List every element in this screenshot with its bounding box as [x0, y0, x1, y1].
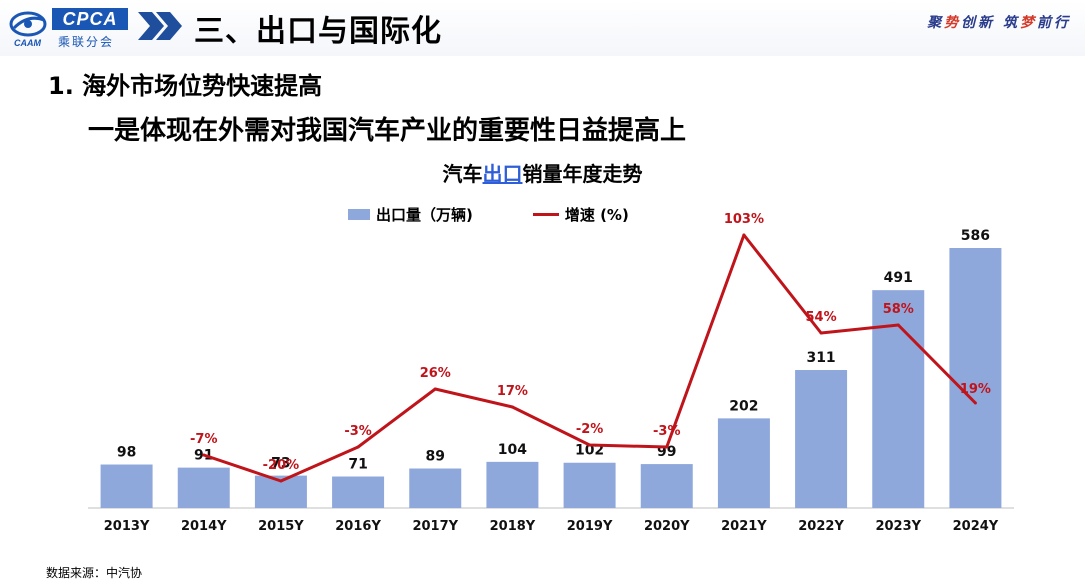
slogan-part: 聚 — [927, 15, 945, 31]
x-tick-label: 2020Y — [644, 519, 690, 534]
legend-item-growth-rate: 增速 (%) — [532, 204, 629, 225]
chart-title-highlight: 出口 — [482, 162, 523, 186]
x-tick-label: 2022Y — [798, 519, 844, 534]
bar-2013Y — [100, 464, 153, 508]
growth-point — [665, 445, 669, 449]
section-title: 三、出口与国际化 — [194, 14, 442, 49]
growth-value-label: 54% — [806, 310, 837, 325]
growth-value-label: -3% — [653, 424, 680, 439]
legend-bar-swatch — [348, 208, 370, 220]
x-tick-label: 2015Y — [258, 519, 304, 534]
legend-line-swatch — [532, 212, 559, 216]
growth-value-label: -2% — [576, 422, 603, 437]
bar-value-label: 311 — [806, 350, 835, 366]
x-tick-label: 2023Y — [875, 519, 921, 534]
x-tick-label: 2019Y — [567, 519, 613, 534]
bar-value-label: 102 — [575, 443, 604, 459]
bar-value-label: 202 — [729, 398, 758, 414]
growth-value-label: 58% — [883, 302, 914, 317]
bar-2024Y — [949, 248, 1002, 508]
growth-value-label: 103% — [724, 212, 764, 227]
bar-2016Y — [332, 476, 385, 508]
growth-point — [896, 323, 900, 327]
bar-2014Y — [177, 467, 230, 508]
growth-value-label: -3% — [344, 424, 371, 439]
bar-2021Y — [717, 418, 770, 508]
growth-value-label: 17% — [497, 384, 528, 399]
sub-heading: 1. 海外市场位势快速提高 — [48, 72, 323, 100]
slogan-part: 梦 — [1020, 15, 1037, 31]
slogan-part: 势 — [944, 15, 962, 31]
bar-value-label: 71 — [348, 456, 367, 472]
legend-label: 出口量（万辆) — [376, 205, 473, 224]
growth-point — [356, 445, 360, 449]
chart-title: 汽车出口销量年度走势 — [0, 158, 1085, 187]
x-tick-label: 2018Y — [490, 519, 536, 534]
bar-value-label: 73 — [271, 456, 290, 472]
bar-2019Y — [563, 462, 616, 508]
bar-2023Y — [872, 290, 925, 508]
legend-item-export-volume: 出口量（万辆) — [348, 204, 473, 225]
growth-value-label: -20% — [263, 458, 300, 473]
logo-subtitle: 乘联分会 — [58, 35, 115, 49]
growth-point — [973, 401, 977, 405]
x-tick-label: 2016Y — [335, 519, 381, 534]
main-heading: 一是体现在外需对我国汽车产业的重要性日益提高上 — [88, 116, 687, 146]
x-tick-label: 2017Y — [412, 519, 458, 534]
x-tick-label: 2014Y — [181, 519, 227, 534]
data-source: 数据来源：中汽协 — [46, 566, 143, 580]
header-band — [0, 0, 1085, 56]
logo-text: CPCA — [52, 8, 128, 30]
x-tick-label: 2013Y — [104, 519, 150, 534]
growth-point — [510, 405, 514, 409]
bar-2017Y — [409, 468, 462, 508]
growth-point — [279, 479, 283, 483]
bar-value-label: 98 — [117, 445, 136, 461]
growth-point — [588, 443, 592, 447]
x-tick-label: 2024Y — [953, 519, 999, 534]
growth-point — [433, 387, 437, 391]
bar-2020Y — [640, 464, 693, 508]
logo-emblem-icon — [9, 11, 47, 37]
x-tick-label: 2021Y — [721, 519, 767, 534]
cpca-logo: CPCA 乘联分会 CAAM — [8, 4, 128, 50]
slogan: 聚势创新 筑梦前行 — [927, 12, 1071, 32]
slogan-part: 前行 — [1037, 15, 1071, 31]
growth-point — [819, 331, 823, 335]
chart-title-part: 汽车 — [442, 162, 483, 186]
legend-label: 增速 (%) — [564, 205, 629, 224]
chart-legend: 出口量（万辆) 增速 (%) — [348, 204, 689, 224]
chart-title-part: 销量年度走势 — [522, 162, 643, 186]
bar-2022Y — [795, 370, 848, 508]
bar-2018Y — [486, 461, 539, 508]
growth-value-label: -7% — [190, 432, 217, 447]
bar-value-label: 586 — [961, 228, 990, 244]
growth-point — [202, 453, 206, 457]
growth-point — [742, 233, 746, 237]
growth-value-label: 26% — [420, 366, 451, 381]
growth-value-label: 19% — [960, 382, 991, 397]
logo-small-text: CAAM — [14, 38, 41, 48]
bar-value-label: 89 — [426, 449, 445, 465]
bar-value-label: 104 — [498, 442, 527, 458]
bar-value-label: 491 — [884, 270, 913, 286]
slogan-part: 创新 筑 — [961, 15, 1020, 31]
double-chevron-icon — [138, 12, 182, 40]
